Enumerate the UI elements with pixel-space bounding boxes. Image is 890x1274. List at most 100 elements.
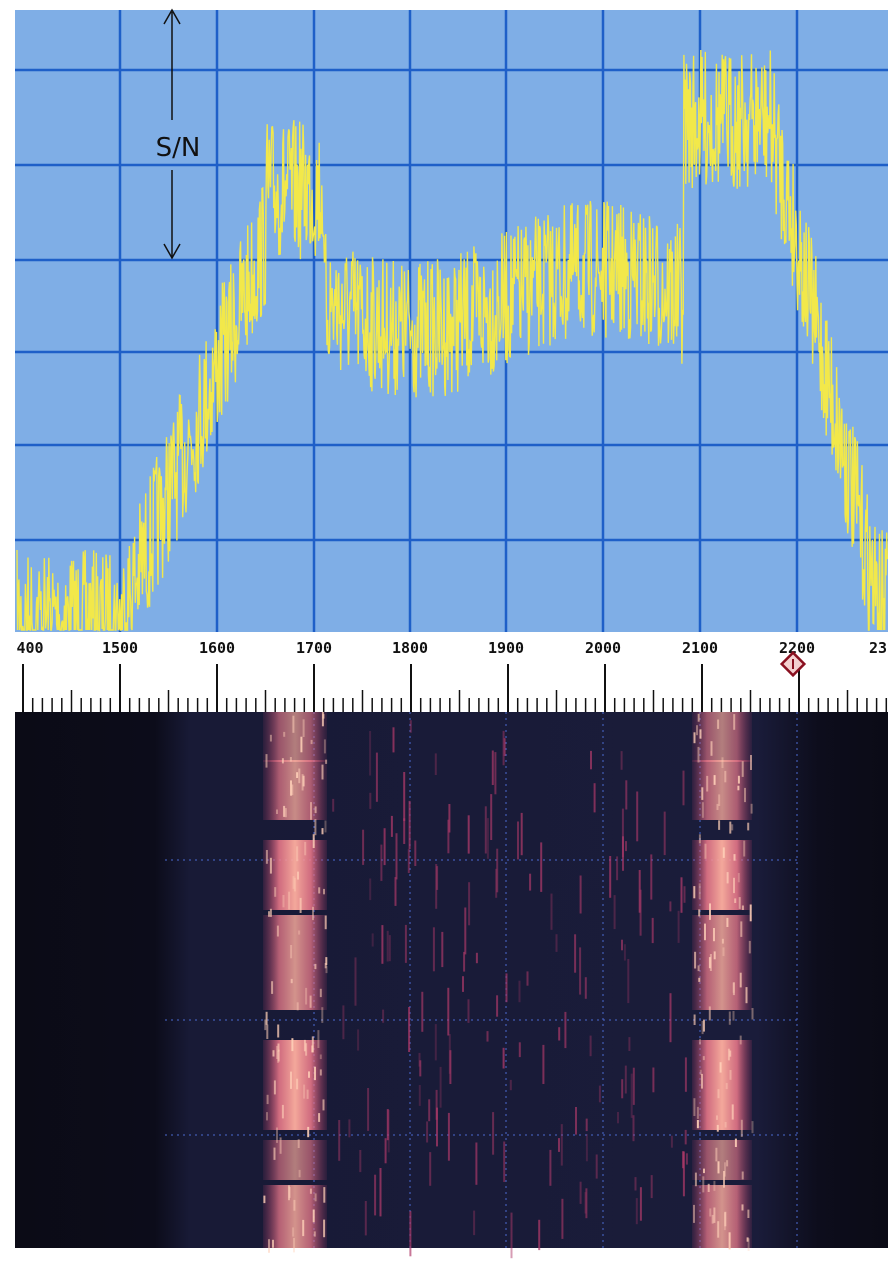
signal-speck <box>708 957 711 969</box>
signal-streak <box>650 854 653 900</box>
signal-speck <box>309 1188 312 1194</box>
signal-speck <box>737 873 740 883</box>
signal-streak <box>555 934 558 952</box>
signal-streak <box>436 866 439 890</box>
signal-streak <box>382 1009 385 1023</box>
signal-speck <box>314 1193 317 1202</box>
signal-speck <box>308 1071 310 1078</box>
signal-speck <box>302 719 305 737</box>
signal-speck <box>747 1238 750 1251</box>
signal-speck <box>745 987 748 1004</box>
signal-streak <box>447 987 450 1036</box>
signal-speck <box>747 1209 750 1218</box>
signal-speck <box>717 719 720 729</box>
signal-speck <box>709 903 711 920</box>
signal-speck <box>729 1070 732 1080</box>
signal-speck <box>728 1011 731 1025</box>
signal-streak <box>628 1037 631 1051</box>
signal-speck <box>289 757 292 762</box>
signal-streak <box>680 877 683 913</box>
signal-streak <box>468 882 471 926</box>
signal-streak <box>520 812 523 856</box>
signal-streak <box>620 751 623 770</box>
signal-streak <box>510 1212 513 1259</box>
scale-label: 1700 <box>296 639 332 657</box>
signal-streak <box>517 821 519 860</box>
signal-speck <box>266 1024 269 1039</box>
signal-streak <box>404 924 407 963</box>
signal-speck <box>741 1204 744 1211</box>
signal-speck <box>321 1007 324 1023</box>
signal-speck <box>734 1138 737 1147</box>
signal-speck <box>325 957 328 966</box>
signal-speck <box>740 921 743 937</box>
signal-band <box>263 915 327 1010</box>
scale-label: 1600 <box>199 639 235 657</box>
signal-speck <box>703 1019 705 1032</box>
signal-streak <box>509 1079 512 1091</box>
signal-speck <box>298 768 301 784</box>
signal-speck <box>293 1238 295 1253</box>
signal-streak <box>362 829 365 865</box>
signal-speck <box>750 803 753 814</box>
signal-speck <box>271 981 274 994</box>
signal-speck <box>731 824 734 831</box>
signal-streak <box>436 1107 438 1147</box>
signal-speck <box>319 1054 322 1060</box>
signal-speck <box>726 917 729 927</box>
signal-speck <box>277 1050 280 1063</box>
signal-speck <box>728 1232 731 1250</box>
signal-streak <box>354 957 357 1006</box>
signal-speck <box>288 1185 290 1201</box>
signal-streak <box>369 792 372 809</box>
signal-speck <box>312 834 315 848</box>
signal-streak <box>503 738 506 756</box>
signal-streak <box>392 727 395 753</box>
signal-speck <box>724 1162 726 1177</box>
signal-speck <box>307 1126 310 1138</box>
signal-streak <box>357 1029 360 1051</box>
signal-streak <box>677 910 680 943</box>
signal-streak <box>383 828 386 866</box>
signal-speck <box>726 872 729 884</box>
signal-speck <box>738 897 741 909</box>
signal-speck <box>298 930 301 935</box>
signal-streak <box>332 798 335 812</box>
signal-band <box>263 760 327 820</box>
scale-label: 2000 <box>585 639 621 657</box>
signal-band <box>692 915 752 1010</box>
signal-speck <box>701 1073 703 1089</box>
signal-streak <box>558 1138 560 1152</box>
signal-speck <box>290 780 292 796</box>
signal-streak <box>579 1181 582 1204</box>
tuning-marker <box>779 650 807 678</box>
signal-speck <box>314 806 317 814</box>
signal-speck <box>716 803 719 810</box>
signal-streak <box>518 980 521 1003</box>
signal-streak <box>387 1109 390 1153</box>
signal-speck <box>713 775 716 785</box>
signal-speck <box>266 1112 268 1121</box>
scale-label: 2200 <box>779 639 815 657</box>
signal-streak <box>486 818 489 859</box>
signal-speck <box>701 787 704 800</box>
signal-speck <box>733 714 736 730</box>
signal-speck <box>264 1019 267 1031</box>
signal-speck <box>717 1221 720 1238</box>
signal-streak <box>550 893 553 930</box>
signal-speck <box>693 732 696 744</box>
signal-speck <box>323 1219 326 1238</box>
signal-speck <box>291 784 294 796</box>
signal-streak <box>651 917 654 944</box>
signal-streak <box>384 1138 387 1164</box>
signal-speck <box>702 1176 705 1193</box>
signal-streak <box>418 1052 421 1067</box>
signal-band <box>263 1185 327 1248</box>
signal-streak <box>623 944 626 961</box>
signal-speck <box>697 713 700 722</box>
signal-speck <box>723 1171 725 1188</box>
signal-speck <box>697 965 700 972</box>
signal-speck <box>300 736 303 753</box>
signal-speck <box>290 978 293 984</box>
